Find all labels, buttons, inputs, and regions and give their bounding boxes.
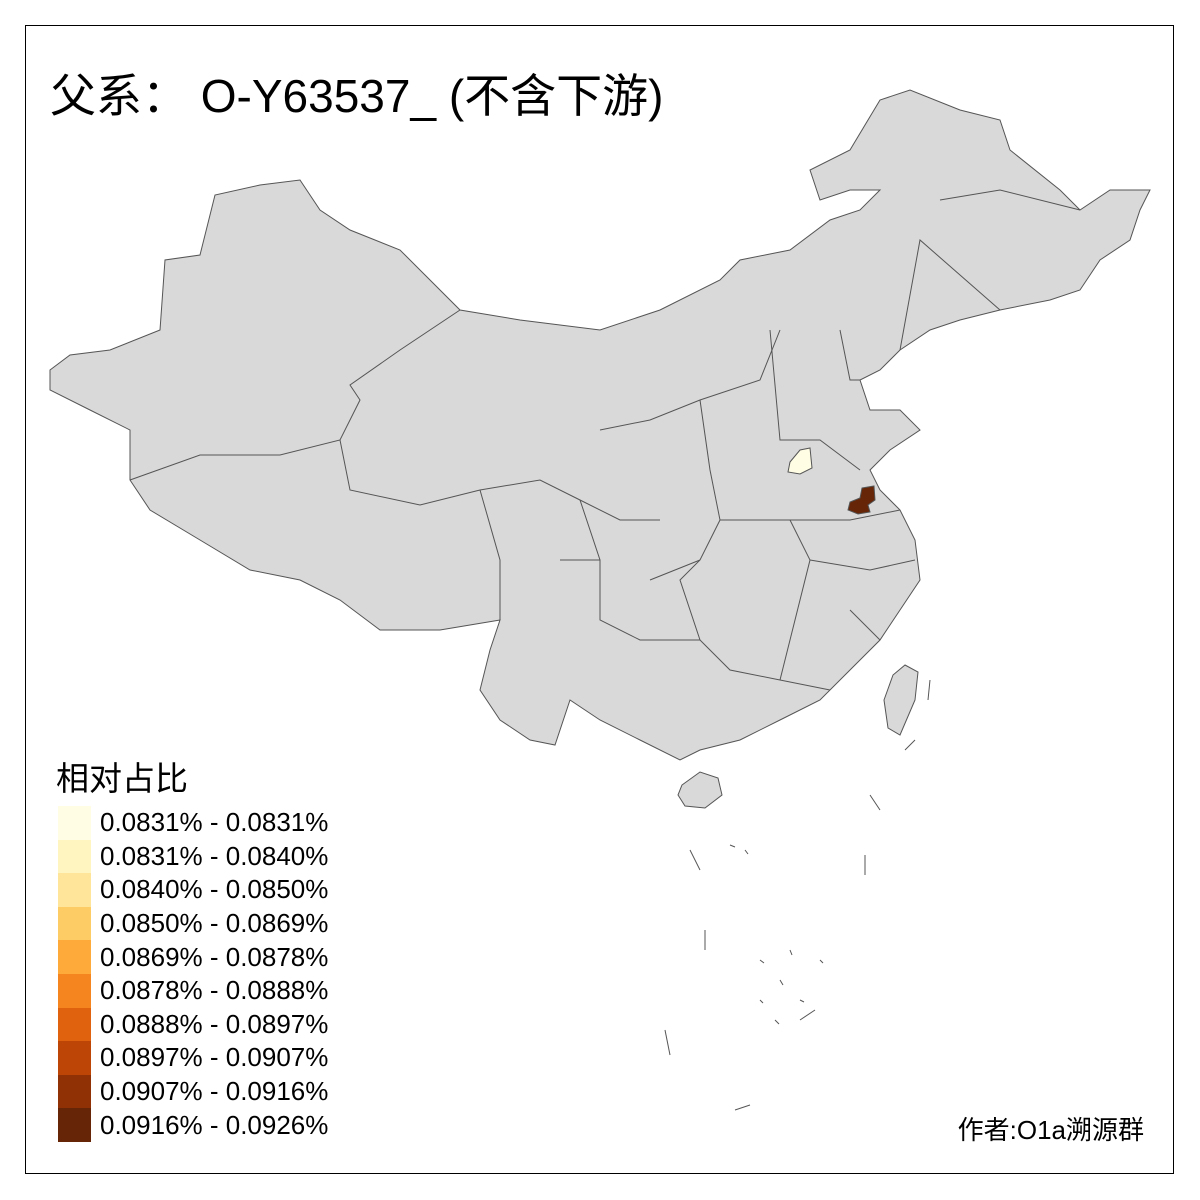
legend-item: 0.0850% - 0.0869%	[58, 906, 329, 941]
legend-label: 0.0840% - 0.0850%	[100, 874, 329, 905]
legend-item: 0.0907% - 0.0916%	[58, 1074, 329, 1109]
map-frame	[25, 25, 1174, 1174]
legend-label: 0.0888% - 0.0897%	[100, 1008, 329, 1039]
taiwan-island	[883, 664, 919, 736]
legend-item: 0.0831% - 0.0840%	[58, 839, 329, 874]
legend-label: 0.0850% - 0.0869%	[100, 908, 329, 939]
region-class-0	[787, 447, 813, 475]
legend-swatch	[58, 1007, 91, 1042]
legend-label: 0.0916% - 0.0926%	[100, 1109, 329, 1140]
legend-title: 相对占比	[56, 760, 188, 797]
legend-item: 0.0916% - 0.0926%	[58, 1108, 328, 1142]
hainan-island	[677, 771, 723, 809]
legend-swatch	[58, 1108, 91, 1142]
legend-label: 0.0869% - 0.0878%	[100, 941, 329, 972]
map-title: 父系： O-Y63537_ (不含下游)	[50, 70, 664, 122]
china-mainland	[49, 89, 1151, 761]
legend-label: 0.0907% - 0.0916%	[100, 1076, 329, 1107]
legend-swatch	[58, 1041, 91, 1075]
legend-swatch	[58, 974, 91, 1008]
south-china-sea-islands	[664, 679, 931, 1111]
legend-label: 0.0831% - 0.0840%	[100, 840, 329, 871]
legend-swatch	[58, 906, 91, 941]
legend-item: 0.0878% - 0.0888%	[58, 974, 328, 1008]
legend-item: 0.0888% - 0.0897%	[58, 1007, 329, 1042]
legend-item: 0.0897% - 0.0907%	[58, 1041, 328, 1075]
legend-swatch	[58, 839, 91, 874]
legend-swatch	[58, 940, 91, 974]
legend-swatch	[58, 873, 91, 907]
legend-item: 0.0869% - 0.0878%	[58, 940, 328, 974]
province-borders	[129, 189, 1081, 691]
legend-label: 0.0897% - 0.0907%	[100, 1042, 329, 1073]
legend-swatch	[58, 806, 91, 840]
legend-swatch	[58, 1074, 91, 1109]
author-credit: 作者:O1a溯源群	[957, 1115, 1144, 1145]
legend-label: 0.0878% - 0.0888%	[100, 975, 329, 1006]
legend-label: 0.0831% - 0.0831%	[100, 807, 329, 838]
legend-item: 0.0840% - 0.0850%	[58, 873, 328, 907]
region-class-9	[847, 485, 876, 515]
legend-item: 0.0831% - 0.0831%	[58, 806, 328, 840]
